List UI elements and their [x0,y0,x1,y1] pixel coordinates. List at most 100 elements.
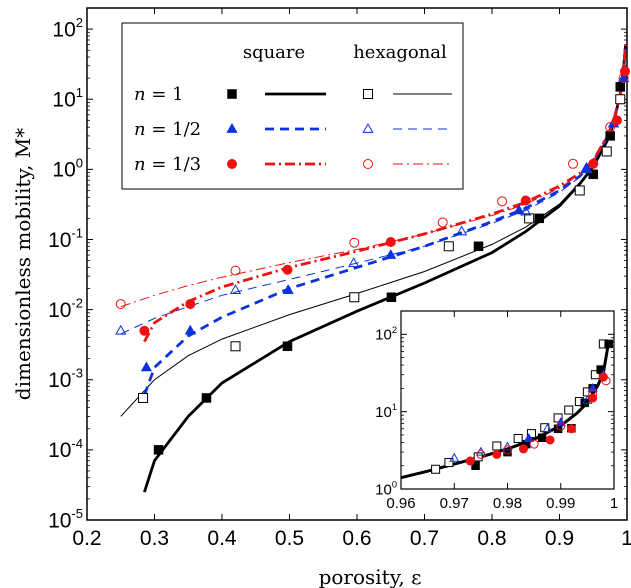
main-x-tick-label: 0.2 [72,527,101,550]
main-marker-filled-square-3 [386,292,397,303]
main-marker-filled-square-5 [534,213,544,224]
main-marker-open-circle-2 [349,237,360,248]
main-marker-open-circle-1 [230,265,241,276]
main-marker-filled-circle-1 [185,299,196,310]
main-marker-filled-square-8 [615,82,625,92]
inset-marker-open-circle-2 [529,439,539,449]
inset-marker-open-square-5 [526,429,536,439]
inset-marker-open-triangle-3 [542,423,553,433]
main-marker-filled-circle-0 [139,325,150,336]
main-marker-open-circle-0 [115,299,126,310]
main-axis-labels: porosity, ε dimensionless mobility, M* [11,128,421,588]
main-marker-open-square-7 [615,94,626,105]
legend-label: n = 1/2 [134,119,201,140]
legend-header-square: square [243,42,305,63]
main-marker-open-circle-3 [437,217,448,228]
inset-marker-filled-square-3 [537,433,547,442]
main-y-tick-label: 100 [52,155,83,181]
main-marker-filled-triangle-4 [513,204,525,215]
main-marker-open-circle-5 [568,158,578,169]
main-marker-open-square-5 [574,185,585,196]
main-y-tick-label: 10-3 [48,366,83,392]
legend-hexagonal-marker [363,159,373,169]
inset-x-tick-label: 0.97 [440,495,469,512]
main-marker-open-square-1 [230,341,241,352]
main-marker-filled-circle-2 [282,264,293,275]
inset-marker-open-square-3 [492,441,502,451]
inset-marker-filled-square-6 [580,398,589,408]
main-marker-open-square-0 [138,392,149,403]
inset-marker-filled-triangle-2 [587,382,598,392]
main-marker-open-square-4 [524,213,535,224]
main-marker-filled-triangle-2 [282,284,294,294]
main-x-tick-label: 0.6 [342,527,371,550]
main-marker-filled-square-2 [282,341,293,352]
main-marker-filled-triangle-1 [184,324,196,335]
legend-square-marker [227,159,237,169]
main-marker-open-circle-7 [618,73,629,84]
legend-hexagonal-marker [362,123,374,133]
main-y-tick-label: 10-1 [48,225,83,251]
inset-x-tick-label: 1 [610,495,618,512]
inset-x-tick-label: 0.99 [546,495,575,512]
inset-marker-open-square-11 [590,370,600,380]
inset-marker-filled-circle-0 [465,456,475,466]
inset-x-tick-label: 0.96 [386,495,415,512]
main-x-tick-label: 0.4 [207,527,237,550]
legend-label: n = 1/3 [134,154,201,175]
y-axis-label: dimensionless mobility, M* [11,128,35,400]
inset-y-tick-label: 100 [375,480,397,499]
inset-marker-filled-square-1 [503,447,512,457]
main-marker-filled-square-7 [605,131,615,141]
inset-marker-open-triangle-1 [475,446,486,456]
legend-hexagonal-marker [363,89,373,99]
x-axis-label: porosity, ε [319,565,422,588]
main-marker-open-triangle-3 [456,225,468,236]
inset-marker-filled-square-9 [604,339,613,349]
inset-marker-filled-circle-6 [598,372,608,382]
inset-marker-open-square-4 [513,433,523,443]
main-marker-open-triangle-4 [520,205,532,216]
main-marker-open-square-6 [601,146,612,157]
main-markers [115,66,630,455]
main-marker-filled-square-1 [201,393,212,403]
inset-x-tick-label: 0.98 [493,495,522,512]
main-marker-filled-square-0 [153,445,164,455]
main-x-tick-label: 0.5 [275,527,304,550]
inset-marker-open-circle-0 [476,449,486,459]
main-marker-open-square-3 [443,241,454,252]
main-x-tick-label: 1 [621,527,631,550]
inset-y-tick-label: 101 [375,402,397,421]
inset-marker-open-square-7 [553,413,563,423]
main-curve-square-10 [143,44,627,343]
main-marker-open-triangle-7 [618,72,630,83]
main-y-tick-label: 102 [52,15,83,41]
legend: square hexagonal n = 1 n = 1/2 n = 1/3 [121,22,464,190]
inset-marker-open-square-0 [431,464,441,474]
inset-marker-open-circle-1 [503,445,512,455]
main-marker-open-circle-4 [497,196,508,207]
main-marker-filled-triangle-5 [580,163,593,174]
legend-square-marker [226,123,238,133]
inset-marker-open-square-1 [444,458,454,468]
main-marker-open-triangle-5 [580,161,593,172]
inset-marker-filled-circle-1 [492,449,502,459]
inset-y-tick-label: 102 [375,325,397,344]
inset-marker-filled-circle-3 [545,435,555,445]
main-x-tick-label: 0.9 [545,527,574,550]
main-y-tick-label: 10-2 [48,296,83,322]
main-x-tick-label: 0.7 [410,527,439,550]
legend-box [121,22,464,190]
inset-marker-filled-triangle-0 [523,433,534,442]
inset-marker-filled-circle-2 [518,444,528,454]
inset-axis-ticks: 0.96 0.97 0.98 0.99 1 100 101 102 [375,311,618,512]
main-marker-open-circle-6 [605,122,616,133]
main-y-tick-label: 10-4 [48,436,83,462]
main-marker-filled-circle-3 [385,237,396,248]
main-x-tick-label: 0.8 [477,527,506,550]
inset-marker-open-circle-3 [556,421,566,431]
main-axis-ticks: 0.2 0.3 0.4 0.5 0.6 0.7 0.8 0.9 110-510-410-310-… [48,8,631,550]
main-marker-filled-square-6 [588,169,598,180]
main-marker-filled-circle-5 [588,158,599,169]
main-marker-filled-circle-6 [611,115,622,126]
